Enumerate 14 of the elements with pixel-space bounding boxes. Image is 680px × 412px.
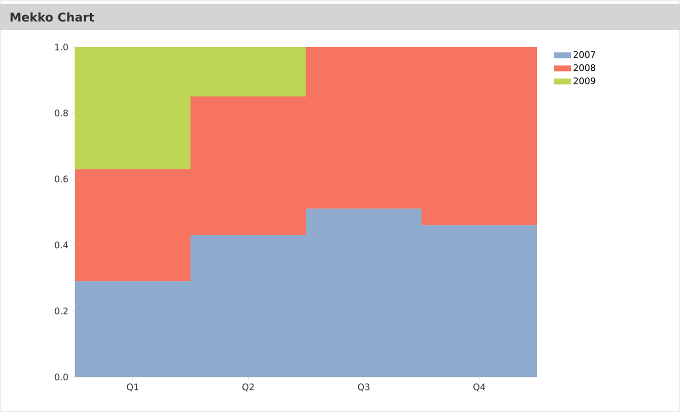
y-tick-label: 0.2	[54, 308, 68, 314]
legend-label: 2008	[574, 64, 596, 72]
x-tick-label: Q1	[126, 384, 138, 392]
x-tick-label: Q2	[242, 384, 254, 392]
legend-label: 2009	[574, 77, 596, 84]
legend-label: 2007	[574, 51, 596, 58]
y-tick-label: 0.6	[54, 176, 68, 182]
y-tick-label: 0.8	[54, 110, 68, 116]
y-tick-label: 1.0	[55, 44, 68, 50]
x-tick-label: Q3	[358, 384, 370, 392]
y-tick-label: 0.4	[54, 242, 68, 248]
chart-title: Mekko Chart	[10, 12, 94, 22]
x-tick-label: Q4	[473, 384, 486, 392]
y-tick-label: 0.0	[54, 374, 68, 380]
